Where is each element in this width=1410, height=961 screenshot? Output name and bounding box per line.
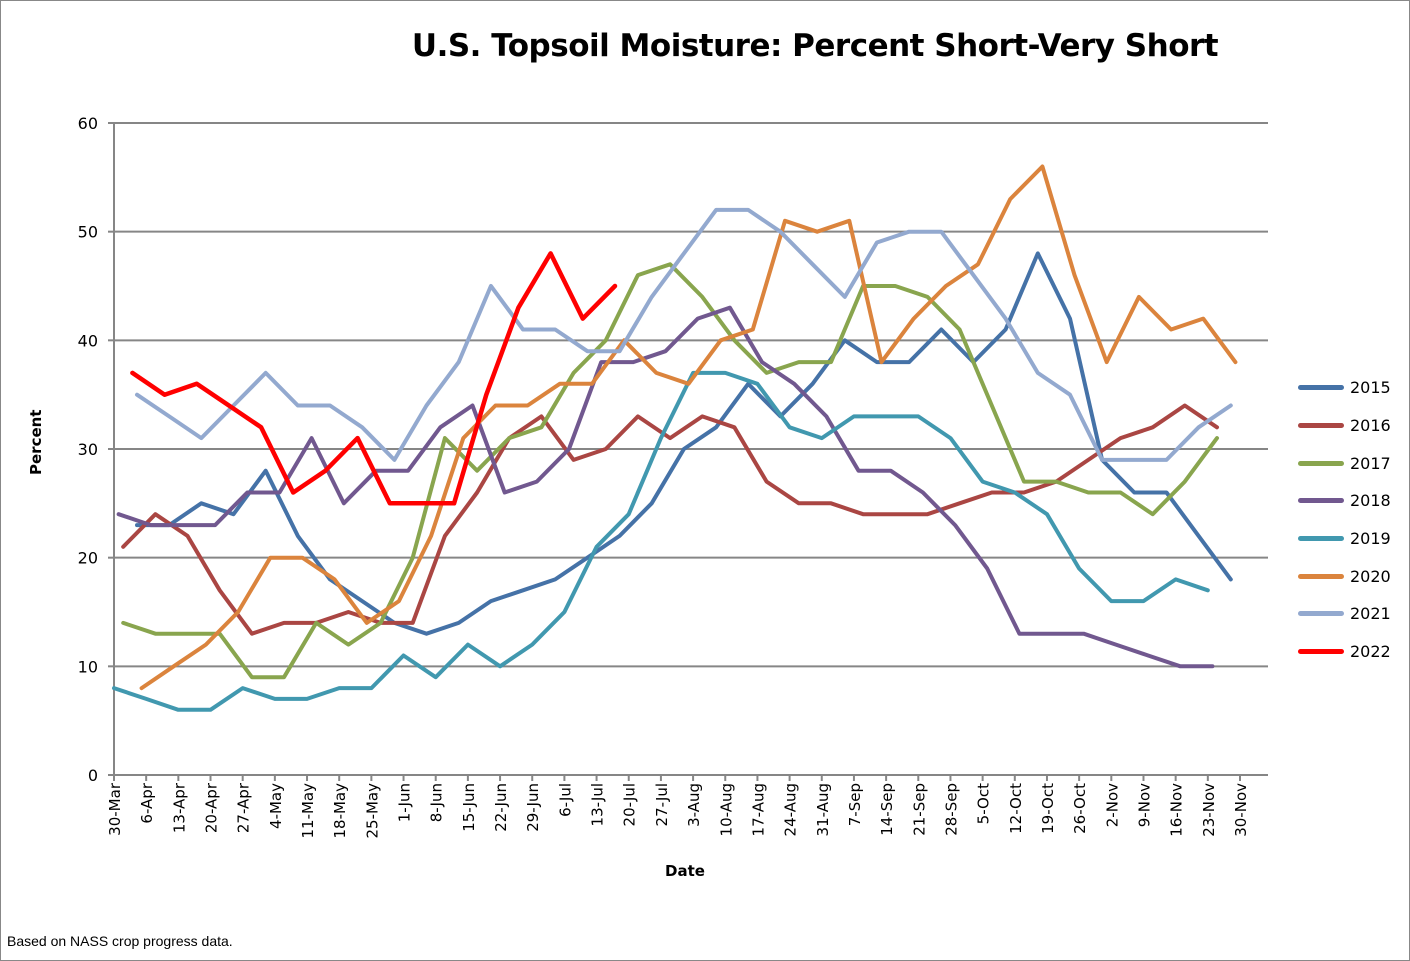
footer-note: Based on NASS crop progress data. [7, 933, 233, 949]
x-tick-label: 20-Jul [621, 783, 639, 826]
legend-label: 2021 [1350, 604, 1391, 624]
y-tick-label: 50 [78, 223, 98, 242]
x-tick-label: 29-Jun [524, 783, 542, 832]
x-tick-label: 20-Apr [203, 782, 221, 833]
legend-item-2015: 2015 [1298, 369, 1391, 407]
x-tick-label: 13-Apr [170, 782, 188, 833]
legend-label: 2017 [1350, 453, 1391, 473]
x-tick-label: 25-May [363, 783, 381, 839]
x-tick-label: 8-Jun [428, 783, 446, 822]
x-tick-label: 27-Apr [235, 782, 253, 833]
y-axis-label: Percent [27, 409, 45, 475]
x-tick-label: 6-Apr [138, 782, 156, 823]
x-tick-label: 11-May [299, 783, 317, 839]
legend-swatch [1298, 536, 1344, 542]
series-line-2017 [121, 262, 1219, 680]
x-tick-label: 1-Jun [396, 783, 414, 822]
x-tick-label: 3-Aug [685, 783, 703, 827]
x-tick-label: 17-Aug [749, 783, 767, 836]
x-tick-label: 31-Aug [814, 783, 832, 836]
series-line-2015 [135, 251, 1233, 636]
x-tick-label: 5-Oct [975, 783, 993, 824]
x-tick-label: 15-Jun [460, 783, 478, 832]
x-tick-label: 21-Sep [910, 783, 928, 836]
x-tick-label: 19-Oct [1039, 783, 1057, 834]
x-tick-label: 26-Oct [1071, 783, 1089, 834]
y-tick-label: 20 [78, 549, 98, 568]
x-tick-label: 7-Sep [846, 783, 864, 826]
legend-item-2022: 2022 [1298, 633, 1391, 671]
legend-item-2019: 2019 [1298, 520, 1391, 558]
axes: 0 10 20 30 40 50 60 30-Mar 6-Apr 13-Apr 20-Apr 27-A… [78, 114, 1268, 839]
series-lines [112, 164, 1238, 712]
legend-item-2020: 2020 [1298, 557, 1391, 595]
series-line-2020 [139, 164, 1238, 691]
x-tick-label: 6-Jul [556, 783, 574, 817]
x-axis-label: Date [665, 862, 705, 880]
x-tick-label: 12-Oct [1007, 783, 1025, 834]
y-tick-label: 60 [78, 114, 98, 133]
x-tick-label: 30-Nov [1232, 783, 1250, 837]
legend-swatch [1298, 573, 1344, 579]
legend-swatch [1298, 611, 1344, 617]
x-tick-label: 2-Nov [1103, 783, 1121, 827]
x-tick-label: 28-Sep [942, 783, 960, 836]
series-line-2022 [130, 251, 618, 506]
legend-label: 2019 [1350, 529, 1391, 549]
legend-swatch [1298, 423, 1344, 429]
x-tick-label: 16-Nov [1168, 783, 1186, 837]
y-tick-label: 10 [78, 657, 98, 676]
legend: 2015 2016 2017 2018 2019 2020 2021 2022 [1298, 369, 1391, 671]
series-line-2018 [116, 305, 1215, 669]
x-tick-label: 23-Nov [1200, 783, 1218, 837]
x-tick-label: 9-Nov [1135, 783, 1153, 827]
series-line-2021 [135, 207, 1233, 462]
legend-swatch [1298, 649, 1344, 655]
legend-swatch [1298, 460, 1344, 466]
y-tick-label: 0 [88, 766, 98, 785]
legend-item-2017: 2017 [1298, 444, 1391, 482]
chart-title: U.S. Topsoil Moisture: Percent Short-Ver… [411, 28, 1219, 64]
legend-label: 2015 [1350, 378, 1391, 398]
y-tick-label: 30 [78, 440, 98, 459]
legend-swatch [1298, 498, 1344, 504]
x-tick-label: 22-Jun [492, 783, 510, 832]
x-tick-label: 13-Jul [589, 783, 607, 826]
legend-item-2016: 2016 [1298, 407, 1391, 445]
x-tick-label: 18-May [331, 783, 349, 839]
legend-item-2018: 2018 [1298, 482, 1391, 520]
x-tick-label: 30-Mar [106, 782, 124, 836]
x-tick-label: 10-Aug [717, 783, 735, 836]
legend-label: 2020 [1350, 566, 1391, 586]
legend-item-2021: 2021 [1298, 595, 1391, 633]
x-tick-label: 27-Jul [653, 783, 671, 826]
legend-label: 2022 [1350, 642, 1391, 662]
series-line-2019 [112, 370, 1210, 712]
legend-swatch [1298, 385, 1344, 391]
series-line-2016 [121, 403, 1219, 636]
legend-label: 2016 [1350, 416, 1391, 436]
x-tick-label: 24-Aug [782, 783, 800, 836]
x-tick-label: 14-Sep [878, 783, 896, 836]
legend-label: 2018 [1350, 491, 1391, 511]
y-tick-label: 40 [78, 331, 98, 350]
x-tick-label: 4-May [267, 783, 285, 829]
